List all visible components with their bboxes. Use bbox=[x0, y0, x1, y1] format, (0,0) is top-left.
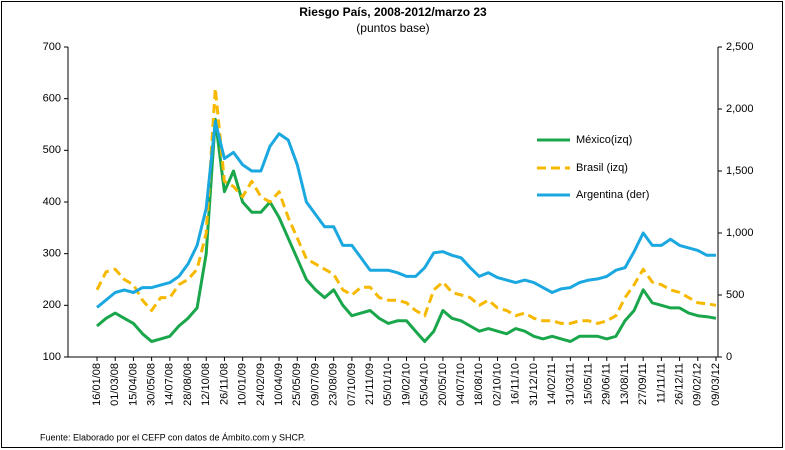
x-tick-label: 15/04/08 bbox=[127, 363, 139, 406]
x-tick-label: 29/06/11 bbox=[601, 363, 613, 405]
chart-title: Riesgo País, 2008-2012/marzo 23 bbox=[299, 5, 487, 19]
legend-label: Brasil (izq) bbox=[576, 162, 628, 174]
x-tick-label: 09/03/12 bbox=[710, 363, 722, 406]
y2-tick-label: 1,000 bbox=[726, 227, 754, 239]
y-tick-label: 600 bbox=[43, 93, 61, 105]
legend-label: Argentina (der) bbox=[576, 189, 649, 201]
x-tick-label: 31/03/11 bbox=[564, 363, 576, 405]
x-tick-label: 14/02/11 bbox=[546, 363, 558, 405]
y2-tick-label: 2,000 bbox=[726, 103, 754, 115]
x-tick-label: 28/08/08 bbox=[182, 363, 194, 406]
x-tick-label: 23/08/09 bbox=[328, 363, 340, 406]
x-tick-label: 15/05/11 bbox=[582, 363, 594, 405]
series-line bbox=[96, 117, 717, 343]
y2-tick-label: 0 bbox=[726, 351, 732, 363]
x-tick-label: 19/02/10 bbox=[400, 363, 412, 406]
x-tick-label: 13/08/11 bbox=[619, 363, 631, 405]
x-tick-label: 10/01/09 bbox=[237, 363, 249, 406]
y-tick-label: 100 bbox=[43, 351, 61, 363]
x-tick-label: 20/05/10 bbox=[437, 363, 449, 406]
source-note: Fuente: Elaborado por el CEFP con datos … bbox=[40, 432, 305, 442]
y-tick-label: 700 bbox=[43, 41, 61, 53]
x-tick-label: 11/11/11 bbox=[655, 363, 667, 403]
series-line bbox=[96, 119, 716, 309]
x-tick-label: 26/11/08 bbox=[218, 363, 230, 405]
x-tick-label: 04/07/10 bbox=[455, 363, 467, 406]
x-tick-label: 09/07/09 bbox=[309, 363, 321, 406]
x-tick-label: 09/02/12 bbox=[692, 363, 704, 406]
x-tick-label: 16/01/08 bbox=[91, 363, 103, 406]
x-tick-label: 16/11/10 bbox=[510, 363, 522, 405]
y2-tick-label: 2,500 bbox=[726, 41, 754, 53]
x-tick-label: 25/05/09 bbox=[291, 363, 303, 406]
y-tick-label: 400 bbox=[43, 196, 61, 208]
x-tick-label: 30/05/08 bbox=[146, 363, 158, 406]
y-tick-label: 300 bbox=[43, 248, 61, 260]
chart-subtitle: (puntos base) bbox=[356, 21, 429, 35]
x-tick-label: 14/07/08 bbox=[164, 363, 176, 406]
x-tick-label: 21/11/09 bbox=[364, 363, 376, 405]
x-tick-label: 07/10/09 bbox=[346, 363, 358, 406]
y-tick-label: 500 bbox=[43, 144, 61, 156]
x-tick-label: 05/01/10 bbox=[382, 363, 394, 406]
x-tick-label: 01/03/08 bbox=[109, 363, 121, 406]
x-tick-label: 24/02/09 bbox=[255, 363, 267, 406]
legend-label: México(izq) bbox=[576, 134, 632, 146]
x-tick-label: 05/04/10 bbox=[419, 363, 431, 406]
y-tick-label: 200 bbox=[43, 299, 61, 311]
x-tick-label: 26/12/11 bbox=[673, 363, 685, 405]
series-line bbox=[95, 86, 717, 325]
x-tick-label: 18/08/10 bbox=[473, 363, 485, 406]
y2-tick-label: 500 bbox=[726, 289, 744, 301]
x-tick-label: 27/09/11 bbox=[637, 363, 649, 405]
x-tick-label: 02/10/10 bbox=[491, 363, 503, 406]
x-tick-label: 31/12/10 bbox=[528, 363, 540, 406]
y2-tick-label: 1,500 bbox=[726, 165, 754, 177]
x-tick-label: 10/04/09 bbox=[273, 363, 285, 406]
x-tick-label: 12/10/08 bbox=[200, 363, 212, 406]
